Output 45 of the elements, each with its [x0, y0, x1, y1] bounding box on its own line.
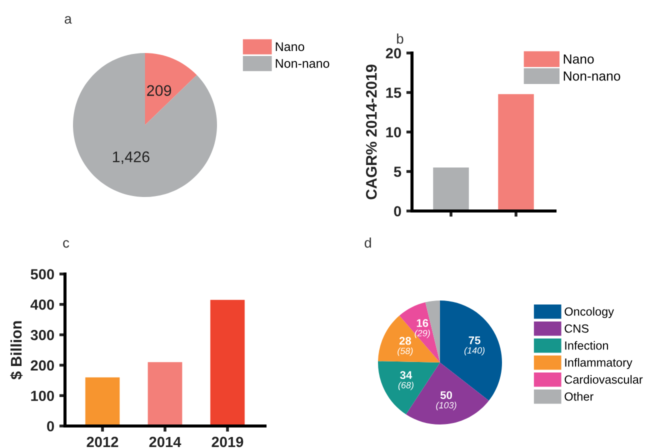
- y-tick-label: 20: [386, 48, 401, 58]
- chart-title: c: [63, 240, 70, 248]
- pie-slice: [440, 300, 502, 401]
- pie-slice: [145, 53, 197, 125]
- pie-slice: [399, 302, 440, 362]
- y-tick-label: 400: [30, 300, 54, 310]
- legend-label: Nano: [276, 42, 304, 52]
- pie-slice: [378, 316, 440, 362]
- y-tick-label: 0: [394, 206, 401, 216]
- data-label: 34 (68): [398, 371, 414, 390]
- data-label: 28 (58): [398, 336, 413, 356]
- data-label: 50 (103): [436, 391, 456, 410]
- pie-slice: [73, 53, 217, 197]
- x-tick-label: 2014: [149, 436, 182, 448]
- y-tick-label: 15: [386, 88, 402, 98]
- chart-title: a: [64, 16, 72, 24]
- y-axis-title: $ Billion: [10, 321, 23, 380]
- bar: [210, 300, 245, 426]
- x-tick-label: 2012: [86, 436, 118, 448]
- y-tick-label: 0: [47, 421, 54, 432]
- chart-title: d: [364, 238, 371, 248]
- y-tick-label: 100: [31, 390, 54, 402]
- data-label: 209: [147, 85, 172, 96]
- legend-label: CNS: [564, 324, 589, 333]
- legend-label: Inflammatory: [565, 358, 632, 370]
- legend-label: Cardiovascular: [564, 375, 643, 384]
- data-label: 16 (29): [414, 319, 430, 338]
- y-axis-title: CAGR% 2014-2019: [366, 64, 377, 200]
- legend-label: Infection: [565, 341, 608, 350]
- bar: [148, 362, 182, 426]
- y-tick-label: 5: [394, 166, 402, 177]
- bar: [85, 377, 120, 426]
- chart-title: b: [397, 34, 404, 44]
- legend-label: Non-nano: [564, 72, 620, 81]
- y-tick-label: 200: [30, 360, 54, 371]
- legend-label: Nano: [564, 54, 594, 64]
- y-tick-label: 10: [386, 127, 401, 138]
- y-tick-label: 300: [30, 330, 54, 340]
- data-label: 75 (140): [464, 336, 485, 356]
- legend-label: Non-nano: [276, 59, 330, 68]
- legend-label: Oncology: [564, 307, 614, 318]
- data-label: 1,426: [112, 151, 150, 164]
- legend-label: Other: [564, 392, 594, 401]
- y-tick-label: 500: [30, 269, 54, 280]
- x-tick-label: 2019: [212, 436, 244, 448]
